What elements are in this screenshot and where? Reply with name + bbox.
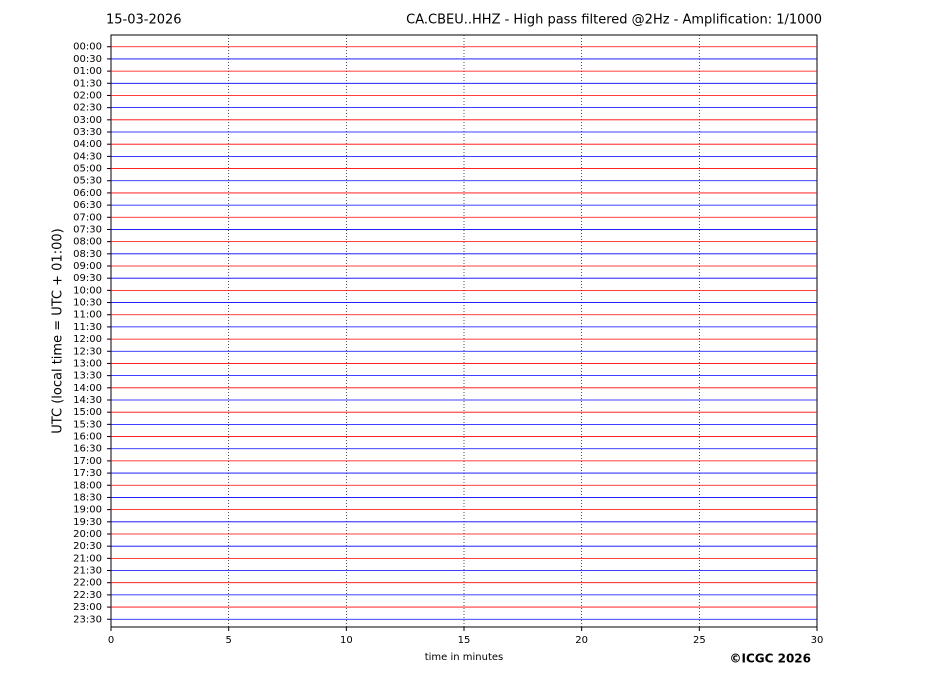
x-tick-label: 30: [811, 635, 824, 646]
y-tick-label: 20:30: [73, 541, 102, 552]
date: 15-03-2026: [106, 13, 182, 28]
y-tick-label: 08:30: [73, 249, 102, 260]
y-tick-label: 19:30: [73, 517, 102, 528]
y-tick-label: 16:30: [73, 444, 102, 455]
y-tick-label: 05:30: [73, 176, 102, 187]
y-tick-label: 00:00: [73, 42, 102, 53]
y-axis-label: UTC (local time = UTC + 01:00): [51, 228, 66, 433]
y-tick-label: 03:30: [73, 127, 102, 138]
y-tick-label: 23:00: [73, 602, 102, 613]
credit: ©ICGC 2026: [729, 652, 811, 666]
y-tick-label: 18:00: [73, 480, 102, 491]
y-tick-label: 21:00: [73, 553, 102, 564]
y-tick-label: 20:00: [73, 529, 102, 540]
y-tick-label: 06:00: [73, 188, 102, 199]
plot-frame: [110, 34, 818, 628]
x-tick-label: 10: [340, 635, 353, 646]
y-tick-label: 02:00: [73, 90, 102, 101]
y-tick-label: 15:30: [73, 419, 102, 430]
x-axis-label: time in minutes: [425, 652, 504, 663]
y-tick-label: 09:30: [73, 273, 102, 284]
y-tick-label: 23:30: [73, 614, 102, 625]
y-tick-label: 17:00: [73, 456, 102, 467]
x-tick-label: 5: [225, 635, 231, 646]
y-tick-label: 05:00: [73, 164, 102, 175]
y-tick-label: 18:30: [73, 492, 102, 503]
y-tick-label: 11:00: [73, 310, 102, 321]
y-tick-label: 07:30: [73, 224, 102, 235]
y-tick-label: 06:30: [73, 200, 102, 211]
y-tick-label: 01:00: [73, 66, 102, 77]
y-tick-label: 04:30: [73, 151, 102, 162]
y-tick-label: 12:00: [73, 334, 102, 345]
y-tick-label: 17:30: [73, 468, 102, 479]
y-tick-label: 10:00: [73, 285, 102, 296]
x-tick-label: 25: [693, 635, 706, 646]
y-tick-label: 08:00: [73, 237, 102, 248]
y-tick-label: 14:30: [73, 395, 102, 406]
y-tick-label: 09:00: [73, 261, 102, 272]
y-tick-label: 11:30: [73, 322, 102, 333]
y-tick-label: 04:00: [73, 139, 102, 150]
y-tick-label: 10:30: [73, 298, 102, 309]
y-tick-label: 15:00: [73, 407, 102, 418]
y-tick-label: 01:30: [73, 78, 102, 89]
y-tick-label: 19:00: [73, 505, 102, 516]
chart-title: CA.CBEU..HHZ - High pass filtered @2Hz -…: [406, 13, 822, 28]
y-tick-label: 14:00: [73, 383, 102, 394]
y-tick-label: 16:00: [73, 432, 102, 443]
y-tick-label: 21:30: [73, 566, 102, 577]
y-tick-label: 12:30: [73, 346, 102, 357]
y-tick-label: 22:00: [73, 578, 102, 589]
y-tick-label: 00:30: [73, 54, 102, 65]
y-tick-label: 02:30: [73, 103, 102, 114]
y-tick-label: 13:30: [73, 371, 102, 382]
x-tick-label: 15: [458, 635, 471, 646]
x-tick-label: 20: [575, 635, 588, 646]
x-tick-label: 0: [108, 635, 114, 646]
y-tick-label: 13:00: [73, 358, 102, 369]
y-tick-label: 03:00: [73, 115, 102, 126]
y-tick-label: 22:30: [73, 590, 102, 601]
y-tick-label: 07:00: [73, 212, 102, 223]
